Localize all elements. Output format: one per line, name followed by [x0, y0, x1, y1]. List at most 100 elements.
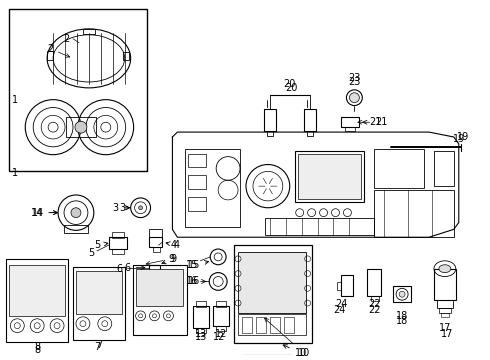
- Text: 12: 12: [213, 333, 225, 342]
- Bar: [188, 154, 206, 167]
- Text: 20: 20: [286, 83, 298, 93]
- Bar: [345, 127, 355, 131]
- Bar: [242, 355, 292, 360]
- Bar: [342, 275, 353, 296]
- Text: 7: 7: [94, 342, 100, 352]
- Bar: [434, 269, 456, 300]
- Bar: [216, 301, 226, 307]
- Bar: [136, 269, 183, 306]
- Bar: [298, 154, 361, 199]
- Bar: [152, 247, 161, 252]
- Text: 4: 4: [166, 240, 179, 250]
- Bar: [9, 265, 65, 316]
- Text: 1: 1: [12, 95, 18, 105]
- Text: 6: 6: [124, 263, 145, 273]
- Bar: [216, 326, 226, 330]
- Text: 5: 5: [95, 240, 108, 250]
- Text: 15: 15: [188, 260, 209, 270]
- Text: 14: 14: [31, 208, 57, 218]
- Bar: [238, 252, 306, 313]
- Bar: [304, 109, 316, 131]
- Bar: [338, 283, 342, 290]
- Bar: [262, 358, 267, 360]
- Bar: [307, 131, 313, 136]
- Bar: [234, 245, 312, 343]
- Text: 22: 22: [368, 299, 381, 309]
- Bar: [109, 237, 127, 249]
- Text: 19: 19: [453, 134, 465, 144]
- Bar: [374, 149, 424, 188]
- Bar: [393, 286, 411, 302]
- Text: 12: 12: [215, 329, 227, 338]
- Text: 3: 3: [120, 203, 130, 213]
- Bar: [47, 50, 53, 60]
- Bar: [256, 317, 266, 333]
- Bar: [66, 117, 96, 137]
- Bar: [83, 29, 95, 34]
- Text: 2: 2: [47, 44, 70, 57]
- Text: 7: 7: [96, 340, 102, 350]
- Bar: [133, 265, 187, 336]
- Ellipse shape: [439, 265, 451, 273]
- Bar: [342, 117, 359, 127]
- Bar: [374, 190, 454, 237]
- Text: 8: 8: [34, 345, 40, 355]
- Text: 16: 16: [186, 276, 198, 287]
- Ellipse shape: [399, 291, 405, 297]
- Text: 10: 10: [283, 345, 307, 358]
- Bar: [267, 131, 273, 136]
- Ellipse shape: [139, 206, 143, 210]
- Bar: [73, 267, 124, 341]
- Bar: [112, 232, 123, 238]
- Bar: [148, 265, 161, 272]
- Bar: [265, 217, 374, 235]
- Bar: [148, 237, 163, 247]
- Text: 13: 13: [195, 329, 207, 338]
- Text: 8: 8: [34, 342, 40, 352]
- Bar: [213, 306, 229, 326]
- Bar: [148, 229, 163, 237]
- Text: 6: 6: [117, 264, 122, 274]
- Bar: [188, 197, 206, 211]
- Bar: [270, 358, 275, 360]
- Text: 2: 2: [63, 34, 69, 44]
- Text: 23: 23: [348, 77, 361, 87]
- Text: 17: 17: [441, 329, 453, 338]
- Bar: [294, 151, 365, 202]
- Bar: [242, 317, 252, 333]
- Text: 5: 5: [89, 248, 95, 258]
- Text: 24: 24: [335, 299, 347, 309]
- Text: 11: 11: [0, 359, 1, 360]
- Text: 16: 16: [188, 276, 206, 287]
- Text: 1: 1: [12, 168, 18, 178]
- Text: 20: 20: [284, 79, 296, 89]
- Text: 17: 17: [439, 323, 451, 333]
- Text: 19: 19: [457, 132, 469, 142]
- Text: 9: 9: [146, 254, 174, 265]
- Text: 10: 10: [265, 318, 310, 358]
- Bar: [437, 300, 453, 308]
- Bar: [264, 109, 276, 131]
- Bar: [185, 149, 240, 228]
- Bar: [254, 358, 259, 360]
- Bar: [439, 308, 451, 313]
- Bar: [122, 53, 129, 60]
- Text: 23: 23: [348, 73, 361, 83]
- Bar: [152, 272, 158, 275]
- Text: 21: 21: [363, 117, 382, 127]
- Bar: [284, 317, 294, 333]
- Bar: [9, 9, 147, 171]
- Bar: [246, 358, 251, 360]
- Text: 24: 24: [333, 305, 345, 315]
- Bar: [371, 296, 379, 301]
- Text: 18: 18: [396, 316, 408, 326]
- Text: 4: 4: [171, 240, 176, 250]
- Bar: [196, 328, 206, 333]
- Bar: [434, 151, 454, 186]
- Bar: [196, 301, 206, 307]
- Text: 3: 3: [113, 203, 129, 213]
- Text: 22: 22: [368, 305, 381, 315]
- Text: 11: 11: [0, 359, 1, 360]
- Text: 18: 18: [396, 311, 408, 321]
- Bar: [193, 306, 209, 328]
